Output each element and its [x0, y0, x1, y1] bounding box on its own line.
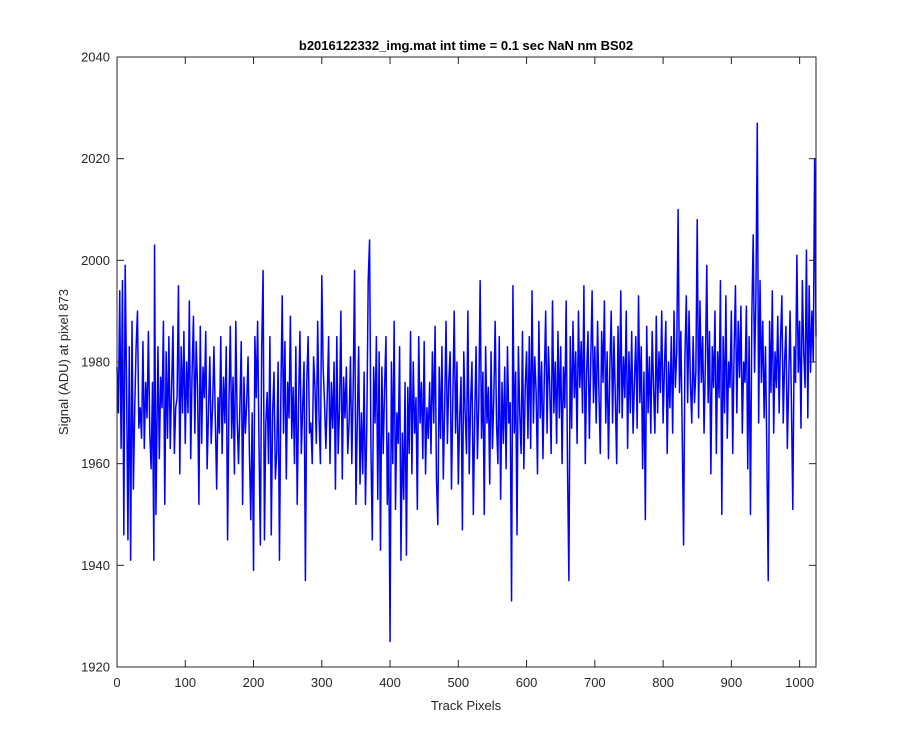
- x-tick-label: 400: [379, 675, 401, 690]
- x-tick-label: 1000: [785, 675, 814, 690]
- x-tick-label: 500: [447, 675, 469, 690]
- x-tick-label: 100: [174, 675, 196, 690]
- y-tick-label: 1920: [81, 660, 110, 675]
- x-tick-label: 700: [584, 675, 606, 690]
- plot-area: [116, 122, 817, 643]
- y-tick-label: 1960: [81, 456, 110, 471]
- y-tick-label: 2000: [81, 253, 110, 268]
- x-tick-label: 900: [721, 675, 743, 690]
- y-tick-label: 1980: [81, 355, 110, 370]
- x-tick-label: 300: [311, 675, 333, 690]
- axis-ticks: 0 100 200 300 400 500 600 700 800 900 1000 1920 1940…: [81, 50, 816, 690]
- x-tick-label: 600: [516, 675, 538, 690]
- y-axis-label: Signal (ADU) at pixel 873: [56, 289, 71, 435]
- x-tick-label: 800: [652, 675, 674, 690]
- axes-box: [116, 56, 817, 668]
- x-axis-label: Track Pixels: [431, 698, 502, 713]
- x-tick-label: 0: [113, 675, 120, 690]
- chart-title: b2016122332_img.mat int time = 0.1 sec N…: [299, 38, 633, 53]
- y-tick-label: 1940: [81, 558, 110, 573]
- y-tick-label: 2020: [81, 151, 110, 166]
- y-tick-label: 2040: [81, 50, 110, 65]
- series-line-0: [116, 122, 817, 643]
- x-tick-label: 200: [243, 675, 265, 690]
